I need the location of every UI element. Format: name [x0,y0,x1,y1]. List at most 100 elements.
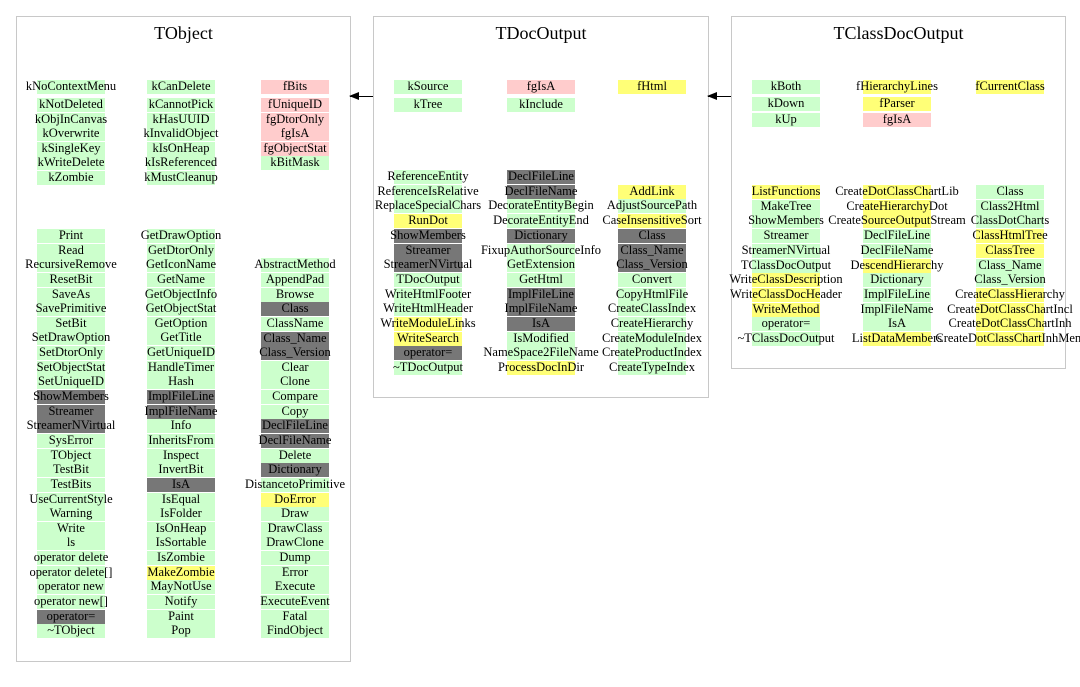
method-entry[interactable]: DeclFileLine [507,169,575,184]
method-entry[interactable]: Class_Name [618,243,686,258]
method-entry[interactable]: Print [37,228,105,243]
method-entry[interactable]: Inspect [147,448,215,463]
method-entry[interactable]: MayNotUse [147,579,215,595]
method-entry[interactable]: operator new [37,579,105,595]
method-entry[interactable]: Write [37,521,105,536]
method-entry[interactable]: ImplFileName [145,404,217,419]
method-entry[interactable]: CreateProductIndex [602,345,702,361]
method-entry[interactable]: IsEqual [147,492,215,507]
member-entry[interactable]: kSource [394,79,462,94]
method-entry[interactable]: ~TObject [37,623,105,639]
method-entry[interactable]: DeclFileLine [863,228,931,244]
method-entry[interactable]: Copy [261,404,329,419]
method-entry[interactable]: IsModified [507,331,575,346]
method-entry[interactable]: Streamer [752,228,820,244]
method-entry[interactable]: Class_Name [261,331,329,346]
method-entry[interactable]: CreateDotClassChartIncl [947,302,1073,317]
method-entry[interactable]: ImplFileName [861,302,933,317]
method-entry[interactable]: Browse [261,287,329,302]
method-entry[interactable]: ImplFileLine [507,287,575,302]
method-entry[interactable]: Clear [261,360,329,375]
method-entry[interactable]: CreateHierarchyDot [846,199,948,214]
method-entry[interactable]: AddLink [618,184,686,199]
method-entry[interactable]: DeclFileName [861,243,933,258]
method-entry[interactable]: WriteClassDescription [729,272,843,288]
member-entry[interactable]: kIsReferenced [145,155,217,171]
member-entry[interactable]: kNoContextMenu [26,79,116,94]
method-entry[interactable]: DecorateEntityBegin [488,198,594,214]
method-entry[interactable]: ImplFileLine [863,287,931,302]
method-entry[interactable]: DescendHierarchy [850,258,944,273]
method-entry[interactable]: TestBits [37,477,105,492]
member-entry[interactable]: kCannotPick [147,97,215,112]
method-entry[interactable]: Class2Html [976,199,1044,214]
method-entry[interactable]: MakeZombie [147,565,215,580]
method-entry[interactable]: StreamerNVirtual [27,418,115,434]
method-entry[interactable]: SetDtorOnly [37,345,105,361]
method-entry[interactable]: GetIconName [146,257,216,273]
member-entry[interactable]: fUniqueID [261,97,329,112]
method-entry[interactable]: SetUniqueID [37,374,105,390]
method-entry[interactable]: GetName [147,272,215,287]
method-entry[interactable]: Class [618,228,686,243]
member-entry[interactable]: kDown [752,96,820,111]
method-entry[interactable]: IsSortable [147,535,215,551]
method-entry[interactable]: ClassHtmlTree [972,228,1048,244]
method-entry[interactable]: TestBit [37,462,105,478]
method-entry[interactable]: DeclFileName [505,184,577,199]
member-entry[interactable]: kInclude [507,97,575,112]
method-entry[interactable]: TDocOutput [394,272,462,287]
method-entry[interactable]: CreateModuleIndex [602,331,702,346]
method-entry[interactable]: Class_Version [259,345,331,361]
method-entry[interactable]: StreamerNVirtual [384,257,472,273]
method-entry[interactable]: DistancetoPrimitive [245,477,345,492]
method-entry[interactable]: Draw [261,506,329,522]
member-entry[interactable]: kSingleKey [37,141,105,156]
method-entry[interactable]: Class_Version [974,272,1046,288]
method-entry[interactable]: operator new[] [34,594,108,609]
member-entry[interactable]: kOverwrite [37,126,105,142]
member-entry[interactable]: fParser [863,96,931,111]
method-entry[interactable]: Hash [147,374,215,390]
method-entry[interactable]: SavePrimitive [36,301,106,317]
member-entry[interactable]: fgObjectStat [261,141,329,156]
method-entry[interactable]: FindObject [261,623,329,639]
method-entry[interactable]: FixupAuthorSourceInfo [481,243,601,258]
method-entry[interactable]: RecursiveRemove [25,257,117,273]
method-entry[interactable]: Dictionary [261,462,329,478]
method-entry[interactable]: ClassTree [976,243,1044,258]
method-entry[interactable]: Info [147,418,215,434]
method-entry[interactable]: ExecuteEvent [260,594,330,610]
method-entry[interactable]: Clone [261,374,329,390]
method-entry[interactable]: ProcessDocInDir [498,360,584,376]
method-entry[interactable]: NameSpace2FileName [483,345,599,361]
method-entry[interactable]: CaseInsensitiveSort [602,213,702,229]
method-entry[interactable]: Delete [261,448,329,463]
member-entry[interactable]: kInvalidObject [144,126,218,142]
method-entry[interactable]: CreateDotClassChartInh [949,316,1071,332]
member-entry[interactable]: kZombie [37,170,105,185]
method-entry[interactable]: AppendPad [261,272,329,287]
method-entry[interactable]: TObject [37,448,105,463]
member-entry[interactable]: kWriteDelete [37,155,105,171]
method-entry[interactable]: WriteHtmlFooter [385,287,471,302]
method-entry[interactable]: Read [37,243,105,258]
method-entry[interactable]: InheritsFrom [147,433,215,448]
method-entry[interactable]: ShowMembers [33,389,109,405]
method-entry[interactable]: InvertBit [147,462,215,478]
method-entry[interactable]: Error [261,565,329,580]
method-entry[interactable]: Class [261,301,329,317]
member-entry[interactable]: kNotDeleted [37,97,105,112]
member-entry[interactable]: kBitMask [261,155,329,171]
method-entry[interactable]: ListFunctions [752,184,820,199]
method-entry[interactable]: CreateDotClassChartLib [835,184,959,199]
method-entry[interactable]: AdjustSourcePath [607,198,697,214]
method-entry[interactable]: CreateClassIndex [608,301,696,317]
method-entry[interactable]: DecorateEntityEnd [493,213,589,229]
method-entry[interactable]: WriteSearch [394,331,462,346]
method-entry[interactable]: operator delete[] [30,565,112,580]
method-entry[interactable]: IsZombie [147,550,215,566]
method-entry[interactable]: Fatal [261,609,329,624]
method-entry[interactable]: HandleTimer [147,360,215,375]
member-entry[interactable]: fHierarchyLines [856,79,938,94]
